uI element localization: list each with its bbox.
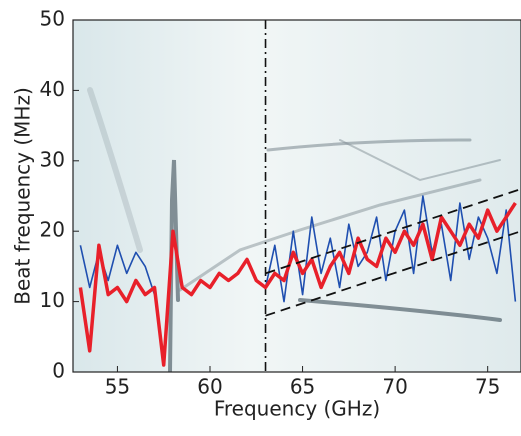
- x-axis-label: Frequency (GHz): [214, 397, 380, 421]
- x-tick-label: 60: [197, 375, 222, 399]
- x-tick-label: 55: [105, 375, 130, 399]
- series-line: [265, 188, 521, 275]
- spectrogram: [73, 20, 521, 372]
- plot-area: [78, 20, 521, 372]
- plot-frame: [72, 19, 521, 373]
- y-tick-label: 10: [40, 288, 65, 312]
- x-tick-label: 70: [382, 375, 407, 399]
- y-tick-label: 50: [40, 7, 65, 31]
- series-line: [265, 230, 521, 317]
- y-tick-label: 40: [40, 77, 65, 101]
- series-line: [79, 195, 517, 303]
- y-tick-label: 20: [40, 218, 65, 242]
- y-tick-label: 30: [40, 147, 65, 171]
- y-tick-label: 0: [52, 359, 65, 383]
- y-axis-label: Beat frequency (MHz): [11, 87, 35, 305]
- x-tick-label: 75: [475, 375, 500, 399]
- x-tick-label: 65: [290, 375, 315, 399]
